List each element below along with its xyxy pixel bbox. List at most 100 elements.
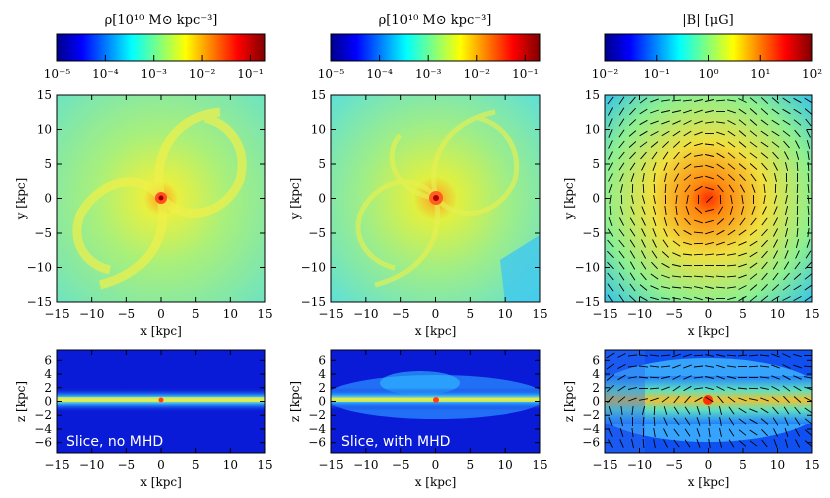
y-tick-label: −4 [34, 422, 52, 436]
field-vector [619, 439, 624, 448]
field-vector [651, 151, 658, 160]
field-vector [749, 284, 758, 291]
field-vector [794, 129, 801, 138]
field-vector [738, 108, 747, 115]
field-vector [726, 264, 737, 267]
field-vector [807, 151, 810, 160]
field-vector [705, 186, 714, 191]
field-vector [737, 387, 748, 390]
field-vector [686, 195, 689, 204]
field-vector [606, 363, 615, 370]
field-vector [738, 119, 747, 126]
colorbar-2-title: ρ[10¹⁰ M⊙ kpc⁻³] [379, 13, 492, 28]
field-vector [661, 396, 670, 403]
field-vector [693, 365, 704, 368]
field-vector [705, 354, 714, 357]
field-vector [784, 161, 789, 172]
y-tick-label: −6 [34, 436, 52, 450]
field-vector [807, 183, 810, 194]
field-vector [608, 151, 613, 160]
field-vector [683, 353, 692, 358]
field-vector [693, 376, 704, 379]
x-tick-label: 0 [157, 307, 165, 321]
x-tick-label: −15 [318, 458, 343, 472]
x-tick-label: 0 [705, 458, 713, 472]
field-vector [784, 216, 789, 227]
field-vector [674, 217, 679, 226]
field-vector [716, 229, 725, 236]
field-vector [683, 385, 692, 392]
field-vector [749, 108, 758, 115]
x-tick-label: 0 [157, 458, 165, 472]
panel-face-on-bfield [605, 95, 812, 302]
field-vector [694, 176, 703, 179]
field-vector [705, 196, 714, 203]
y-tick-label: −4 [308, 422, 326, 436]
field-vector [804, 397, 812, 402]
field-vector [664, 183, 667, 194]
field-vector [796, 161, 799, 172]
field-vector [606, 352, 615, 359]
field-vector [641, 217, 646, 226]
field-vector [629, 217, 636, 226]
field-vector [705, 297, 714, 300]
field-vector [672, 130, 681, 137]
field-vector [782, 385, 791, 392]
field-vector [684, 428, 691, 437]
field-vector [728, 417, 735, 426]
field-vector [639, 284, 648, 291]
field-vector [763, 195, 766, 204]
field-vector [718, 405, 723, 416]
field-vector [661, 110, 670, 113]
y-tick-label: 6 [592, 353, 600, 367]
field-vector [705, 376, 714, 379]
y-tick-label: −2 [34, 408, 52, 422]
y-tick-label: −2 [308, 408, 326, 422]
field-vector [671, 99, 682, 102]
field-vector [641, 195, 646, 204]
field-vector [773, 195, 778, 204]
field-vector [682, 296, 693, 301]
colorbar-tick-label: 10⁻¹ [512, 67, 538, 81]
x-tick-label: −15 [44, 458, 69, 472]
field-vector [773, 206, 778, 215]
field-vector [782, 353, 791, 358]
colorbar-tick-label: 10⁻² [592, 67, 619, 81]
field-vector [784, 239, 789, 248]
field-vector [793, 296, 802, 301]
x-tick-label: 5 [739, 458, 747, 472]
field-vector [642, 438, 645, 449]
field-vector [662, 239, 669, 248]
field-vector [749, 295, 758, 302]
field-vector [782, 364, 791, 369]
field-vector [804, 386, 812, 391]
field-vector [719, 428, 722, 437]
field-vector [727, 253, 736, 256]
field-vector [628, 376, 637, 379]
field-vector [795, 140, 800, 149]
x-axis-label: x [kpc] [688, 475, 730, 489]
field-vector [793, 353, 802, 358]
field-vector [650, 98, 659, 103]
field-vector [796, 183, 799, 194]
field-vector [608, 140, 613, 149]
field-vector [749, 429, 758, 436]
field-vector [741, 195, 744, 204]
field-vector [785, 195, 788, 204]
colorbar-1 [56, 33, 266, 62]
field-vector [640, 272, 647, 281]
x-tick-label: 5 [739, 307, 747, 321]
field-vector [738, 163, 747, 170]
field-vector [708, 406, 711, 415]
field-vector [675, 205, 678, 216]
field-vector [793, 97, 802, 104]
colorbar-tick-label: 10² [802, 67, 822, 81]
x-tick-label: 5 [467, 458, 475, 472]
field-vector [738, 429, 747, 436]
field-vector [806, 140, 811, 149]
y-tick-label: 4 [318, 367, 326, 381]
field-vector [608, 184, 613, 193]
annotation-with-mhd: Slice, with MHD [341, 434, 450, 450]
colorbar-tick-label: 10⁻¹ [644, 67, 670, 81]
x-tick-label: −5 [392, 307, 410, 321]
